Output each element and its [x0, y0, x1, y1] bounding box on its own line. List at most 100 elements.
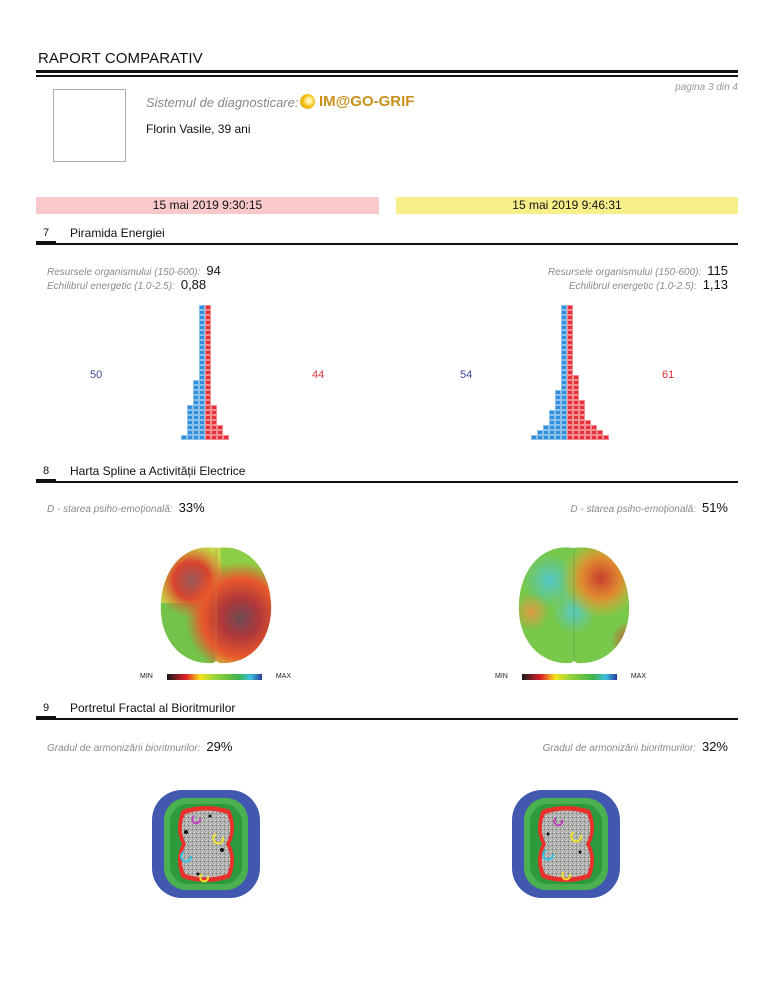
pyramid-cell-blue: [199, 405, 205, 410]
pyramid-cell-red: [567, 345, 573, 350]
pyramid-cell-blue: [193, 390, 199, 395]
pyramid-cell-red: [579, 435, 585, 440]
pyramid-cell-blue: [199, 390, 205, 395]
pyramid-cell-blue: [561, 420, 567, 425]
pyramid-cell-red: [217, 430, 223, 435]
pyramid-cell-blue: [555, 415, 561, 420]
patient-name: Florin Vasile, 39 ani: [146, 122, 251, 136]
pyramid-cell-blue: [555, 420, 561, 425]
pyramid-cell-blue: [555, 395, 561, 400]
pyramid-cell-red: [223, 435, 229, 440]
report-title: RAPORT COMPARATIV: [38, 50, 203, 67]
pyramid-cell-red: [579, 425, 585, 430]
pyramid-cell-blue: [561, 395, 567, 400]
pyramid-cell-blue: [549, 420, 555, 425]
resources-left: Resursele organismului (150-600): 94: [47, 263, 221, 278]
pyramid-cell-blue: [561, 325, 567, 330]
pyramid-cell-blue: [199, 325, 205, 330]
pyramid-cell-blue: [193, 380, 199, 385]
pyramid-cell-red: [205, 375, 211, 380]
pyramid-cell-red: [211, 435, 217, 440]
pyramid-cell-blue: [199, 425, 205, 430]
pyramid-cell-blue: [561, 430, 567, 435]
pyramid-cell-red: [205, 340, 211, 345]
pyramid-cell-blue: [199, 310, 205, 315]
session-date-left: 15 mai 2019 9:30:15: [36, 197, 379, 214]
fractal-portrait-left: [152, 790, 260, 898]
color-scale-bar: [166, 673, 262, 680]
section-rule: [36, 718, 738, 720]
pyramid-cell-red: [205, 385, 211, 390]
biorhythm-harmonization-left: Gradul de armonizării bioritmurilor: 29%: [47, 739, 232, 754]
psycho-emotional-left: D - starea psiho-emoțională: 33%: [47, 500, 205, 515]
pyramid-cell-red: [591, 425, 597, 430]
pyramid-cell-red: [567, 370, 573, 375]
pyramid-cell-red: [597, 430, 603, 435]
pyramid-cell-red: [567, 420, 573, 425]
metric-value: 29%: [206, 739, 233, 754]
pyramid-cell-blue: [561, 355, 567, 360]
pyramid-cell-blue: [199, 340, 205, 345]
pyramid-cell-red: [205, 400, 211, 405]
pyramid-cell-red: [211, 405, 217, 410]
pyramid-cell-red: [567, 410, 573, 415]
pyramid-cell-blue: [549, 425, 555, 430]
pyramid-cell-red: [205, 435, 211, 440]
pyramid-cell-red: [567, 315, 573, 320]
pyramid-cell-blue: [193, 410, 199, 415]
pyramid-cell-blue: [561, 350, 567, 355]
pyramid-cell-blue: [199, 370, 205, 375]
pyramid-cell-red: [205, 335, 211, 340]
metric-label: Echilibrul energetic (1.0-2.5):: [47, 281, 175, 292]
pyramid-cell-blue: [199, 365, 205, 370]
pyramid-cell-red: [205, 310, 211, 315]
pyramid-cell-red: [205, 380, 211, 385]
patient-photo-placeholder: [53, 89, 126, 162]
balance-right: Echilibrul energetic (1.0-2.5): 1,13: [569, 277, 728, 292]
pyramid-cell-red: [567, 310, 573, 315]
pyramid-cell-blue: [561, 425, 567, 430]
pyramid-cell-red: [585, 435, 591, 440]
pyramid-cell-blue: [549, 415, 555, 420]
pyramid-cell-red: [567, 325, 573, 330]
pyramid-cell-red: [205, 325, 211, 330]
pyramid-cell-blue: [531, 435, 537, 440]
metric-label: Resursele organismului (150-600):: [547, 267, 702, 278]
section-title: Piramida Energiei: [70, 226, 165, 240]
pyramid-cell-red: [567, 430, 573, 435]
pyramid-cell-blue: [561, 365, 567, 370]
section-title: Harta Spline a Activității Electrice: [70, 464, 246, 478]
pyramid-cell-blue: [199, 415, 205, 420]
section-rule-accent: [36, 479, 56, 483]
pyramid-cell-blue: [199, 420, 205, 425]
pyramid-cell-blue: [199, 435, 205, 440]
metric-value: 94: [206, 263, 221, 278]
pyramid-cell-blue: [199, 375, 205, 380]
pyramid-cell-red: [205, 405, 211, 410]
pyramid-cell-red: [567, 375, 573, 380]
pyramid-cell-red: [567, 380, 573, 385]
pyramid-cell-blue: [555, 430, 561, 435]
section-rule-accent: [36, 241, 56, 245]
metric-value: 32%: [701, 739, 728, 754]
pyramid-cell-red: [567, 355, 573, 360]
pyramid-cell-red: [567, 305, 573, 310]
pyramid-cell-red: [567, 405, 573, 410]
pyramid-cell-red: [567, 395, 573, 400]
scale-min-label: MIN: [140, 673, 153, 680]
pyramid-cell-blue: [561, 335, 567, 340]
resources-right: Resursele organismului (150-600): 115: [548, 263, 728, 278]
pyramid-cell-blue: [199, 345, 205, 350]
section-number: 7: [43, 227, 50, 239]
pyramid-cell-red: [211, 410, 217, 415]
pyramid-cell-red: [211, 415, 217, 420]
pyramid-left-red-count: 44: [312, 369, 325, 381]
pyramid-cell-blue: [193, 385, 199, 390]
pyramid-cell-red: [567, 425, 573, 430]
pyramid-cell-red: [567, 335, 573, 340]
metric-value: 1,13: [702, 277, 728, 292]
pyramid-cell-red: [579, 430, 585, 435]
section-header-pyramid: 7 Piramida Energiei: [36, 226, 738, 247]
pyramid-cell-red: [205, 420, 211, 425]
pyramid-cell-red: [211, 420, 217, 425]
